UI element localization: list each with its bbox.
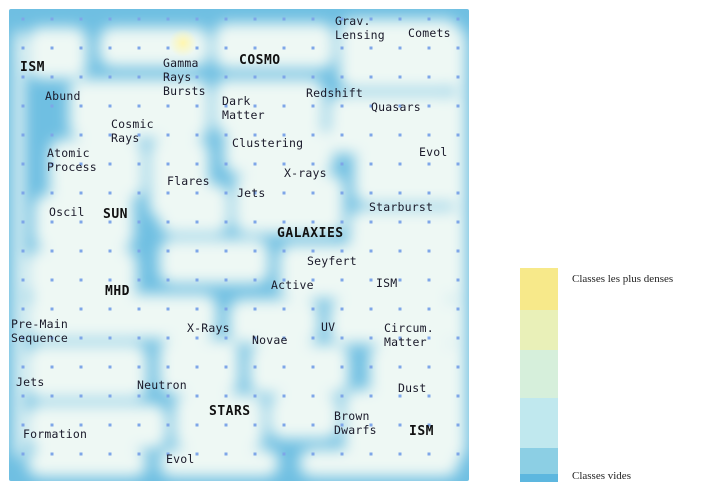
label-comets: Comets: [408, 26, 451, 40]
label-dust: Dust: [398, 381, 427, 395]
major-label-mhd: MHD: [105, 284, 130, 299]
label-circum-matter: Circum. Matter: [384, 321, 434, 349]
label-redshift: Redshift: [306, 86, 363, 100]
label-evol-bottom: Evol: [166, 452, 195, 466]
legend-swatch-level-5: [520, 448, 558, 474]
label-active: Active: [271, 278, 314, 292]
label-neutron: Neutron: [137, 378, 187, 392]
label-atomic-process: Atomic Process: [47, 146, 97, 174]
label-oscil: Oscil: [49, 205, 85, 219]
legend-swatch-level-3: [520, 350, 558, 398]
legend-swatch-densest: [520, 268, 558, 310]
label-starburst: Starburst: [369, 200, 434, 214]
legend-swatch-level-4: [520, 398, 558, 448]
major-label-ism-top: ISM: [20, 60, 45, 75]
density-heatmap: [9, 9, 469, 481]
legend-swatch-empty: [520, 474, 558, 482]
major-label-ism-bottom: ISM: [409, 424, 434, 439]
label-jets-galaxies: Jets: [237, 186, 266, 200]
label-brown-dwarfs: Brown Dwarfs: [334, 409, 377, 437]
legend-swatch-level-2: [520, 310, 558, 350]
label-clustering: Clustering: [232, 136, 304, 150]
label-x-rays-galaxies: X-rays: [284, 166, 327, 180]
label-uv: UV: [321, 320, 336, 334]
label-cosmic-rays: Cosmic Rays: [111, 117, 154, 145]
legend-label-empty: Classes vides: [572, 470, 631, 482]
label-dark-matter: Dark Matter: [222, 94, 265, 122]
label-evol-top: Evol: [419, 145, 448, 159]
major-label-galaxies: GALAXIES: [277, 226, 344, 241]
cluster-map: ISM COSMO SUN GALAXIES MHD STARS ISM Gam…: [9, 9, 469, 481]
label-gamma-rays-bursts: Gamma Rays Bursts: [163, 56, 206, 98]
legend-label-densest: Classes les plus denses: [572, 273, 674, 285]
label-seyfert: Seyfert: [307, 254, 357, 268]
label-flares: Flares: [167, 174, 210, 188]
label-grav-lensing: Grav. Lensing: [335, 14, 385, 42]
label-formation: Formation: [23, 427, 88, 441]
label-novae: Novae: [252, 333, 288, 347]
major-label-sun: SUN: [103, 207, 128, 222]
label-ism-galaxies: ISM: [376, 276, 398, 290]
label-x-rays-stars: X-Rays: [187, 321, 230, 335]
label-pre-main-sequence: Pre-Main Sequence: [11, 317, 68, 345]
major-label-cosmo: COSMO: [239, 53, 281, 68]
density-legend: Classes les plus denses Classes vides: [520, 268, 703, 482]
label-quasars: Quasars: [371, 100, 421, 114]
label-abund: Abund: [45, 89, 81, 103]
major-label-stars: STARS: [209, 404, 251, 419]
label-jets-stars: Jets: [16, 375, 45, 389]
